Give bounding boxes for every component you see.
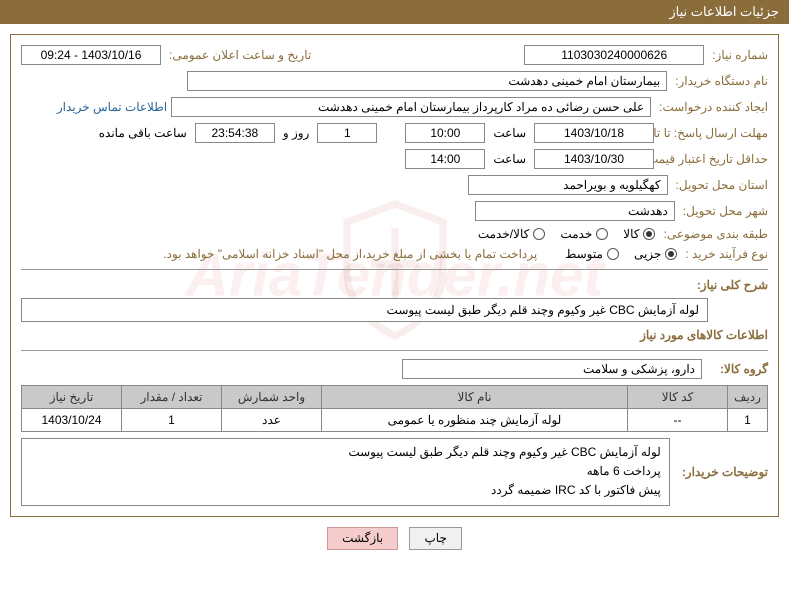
th-qty: تعداد / مقدار [122, 386, 222, 409]
radio-partial-label: جزیی [634, 247, 661, 261]
radio-medium-label: متوسط [565, 247, 603, 261]
remaining-time: 23:54:38 [195, 123, 275, 143]
back-button[interactable]: بازگشت [327, 527, 398, 550]
contact-link[interactable]: اطلاعات تماس خریدار [57, 100, 167, 114]
td-qty: 1 [122, 409, 222, 432]
print-button[interactable]: چاپ [409, 527, 461, 550]
buyer-notes-line3: پیش فاکتور با کد IRC ضمیمه گردد [30, 481, 661, 500]
buyer-notes-line1: لوله آزمایش CBC غیر وکیوم وچند قلم دیگر … [30, 443, 661, 462]
radio-goods-service[interactable]: کالا/خدمت [478, 227, 545, 241]
table-header-row: ردیف کد کالا نام کالا واحد شمارش تعداد /… [22, 386, 768, 409]
validity-date: 1403/10/30 [534, 149, 654, 169]
need-number-value: 1103030240000626 [524, 45, 704, 65]
deadline-date: 1403/10/18 [534, 123, 654, 143]
city-value: دهدشت [475, 201, 675, 221]
divider-1 [21, 269, 768, 270]
td-date: 1403/10/24 [22, 409, 122, 432]
table-row: 1 -- لوله آزمایش چند منظوره یا عمومی عدد… [22, 409, 768, 432]
radio-goods-circle [643, 228, 655, 240]
time-label-2: ساعت [489, 152, 530, 166]
buyer-notes-label: توضیحات خریدار: [678, 465, 768, 479]
radio-goods-service-circle [533, 228, 545, 240]
validity-time: 14:00 [405, 149, 485, 169]
need-desc-label: شرح کلی نیاز: [693, 278, 768, 292]
page-header: جزئیات اطلاعات نیاز [0, 0, 789, 24]
purchase-type-label: نوع فرآیند خرید : [681, 247, 768, 261]
category-label: طبقه بندی موضوعی: [659, 227, 768, 241]
radio-goods[interactable]: کالا [623, 227, 655, 241]
group-value: دارو، پزشکی و سلامت [402, 359, 702, 379]
radio-medium-circle [607, 248, 619, 260]
form-container: شماره نیاز: 1103030240000626 تاریخ و ساع… [10, 34, 779, 517]
th-name: نام کالا [322, 386, 628, 409]
divider-2 [21, 350, 768, 351]
group-label: گروه کالا: [716, 362, 768, 376]
creator-label: ایجاد کننده درخواست: [655, 100, 768, 114]
buyer-notes-line2: پرداخت 6 ماهه [30, 462, 661, 481]
td-unit: عدد [222, 409, 322, 432]
province-value: کهگیلویه و بویراحمد [468, 175, 668, 195]
buyer-notes-box: لوله آزمایش CBC غیر وکیوم وچند قلم دیگر … [21, 438, 670, 506]
th-code: کد کالا [628, 386, 728, 409]
purchase-note: پرداخت تمام یا بخشی از مبلغ خرید،از محل … [163, 247, 537, 261]
need-number-label: شماره نیاز: [708, 48, 768, 62]
th-unit: واحد شمارش [222, 386, 322, 409]
radio-goods-service-label: کالا/خدمت [478, 227, 529, 241]
purchase-type-radio-group: جزیی متوسط [565, 247, 677, 261]
radio-goods-label: کالا [623, 227, 639, 241]
radio-partial-circle [665, 248, 677, 260]
creator-value: علی حسن رضائی ده مراد کارپرداز بیمارستان… [171, 97, 651, 117]
buyer-label: نام دستگاه خریدار: [671, 74, 768, 88]
radio-service-circle [596, 228, 608, 240]
goods-table: ردیف کد کالا نام کالا واحد شمارش تعداد /… [21, 385, 768, 432]
td-code: -- [628, 409, 728, 432]
radio-service-label: خدمت [560, 227, 592, 241]
remaining-suffix: ساعت باقی مانده [95, 126, 191, 140]
th-date: تاریخ نیاز [22, 386, 122, 409]
province-label: استان محل تحویل: [672, 178, 768, 192]
announce-label: تاریخ و ساعت اعلان عمومی: [165, 48, 311, 62]
radio-partial[interactable]: جزیی [634, 247, 677, 261]
remaining-days-label: روز و [279, 126, 314, 140]
validity-label: حداقل تاریخ اعتبار قیمت: تا تاریخ: [658, 152, 768, 166]
buyer-value: بیمارستان امام خمینی دهدشت [187, 71, 667, 91]
need-desc-value: لوله آزمایش CBC غیر وکیوم وچند قلم دیگر … [21, 298, 708, 322]
deadline-time: 10:00 [405, 123, 485, 143]
button-row: چاپ بازگشت [0, 527, 789, 550]
deadline-label: مهلت ارسال پاسخ: تا تاریخ: [658, 126, 768, 140]
radio-medium[interactable]: متوسط [565, 247, 619, 261]
th-row: ردیف [728, 386, 768, 409]
city-label: شهر محل تحویل: [679, 204, 768, 218]
remaining-days: 1 [317, 123, 377, 143]
td-n: 1 [728, 409, 768, 432]
category-radio-group: کالا خدمت کالا/خدمت [478, 227, 656, 241]
time-label-1: ساعت [489, 126, 530, 140]
announce-value: 1403/10/16 - 09:24 [21, 45, 161, 65]
td-name: لوله آزمایش چند منظوره یا عمومی [322, 409, 628, 432]
goods-info-title: اطلاعات کالاهای مورد نیاز [21, 328, 768, 342]
radio-service[interactable]: خدمت [560, 227, 608, 241]
